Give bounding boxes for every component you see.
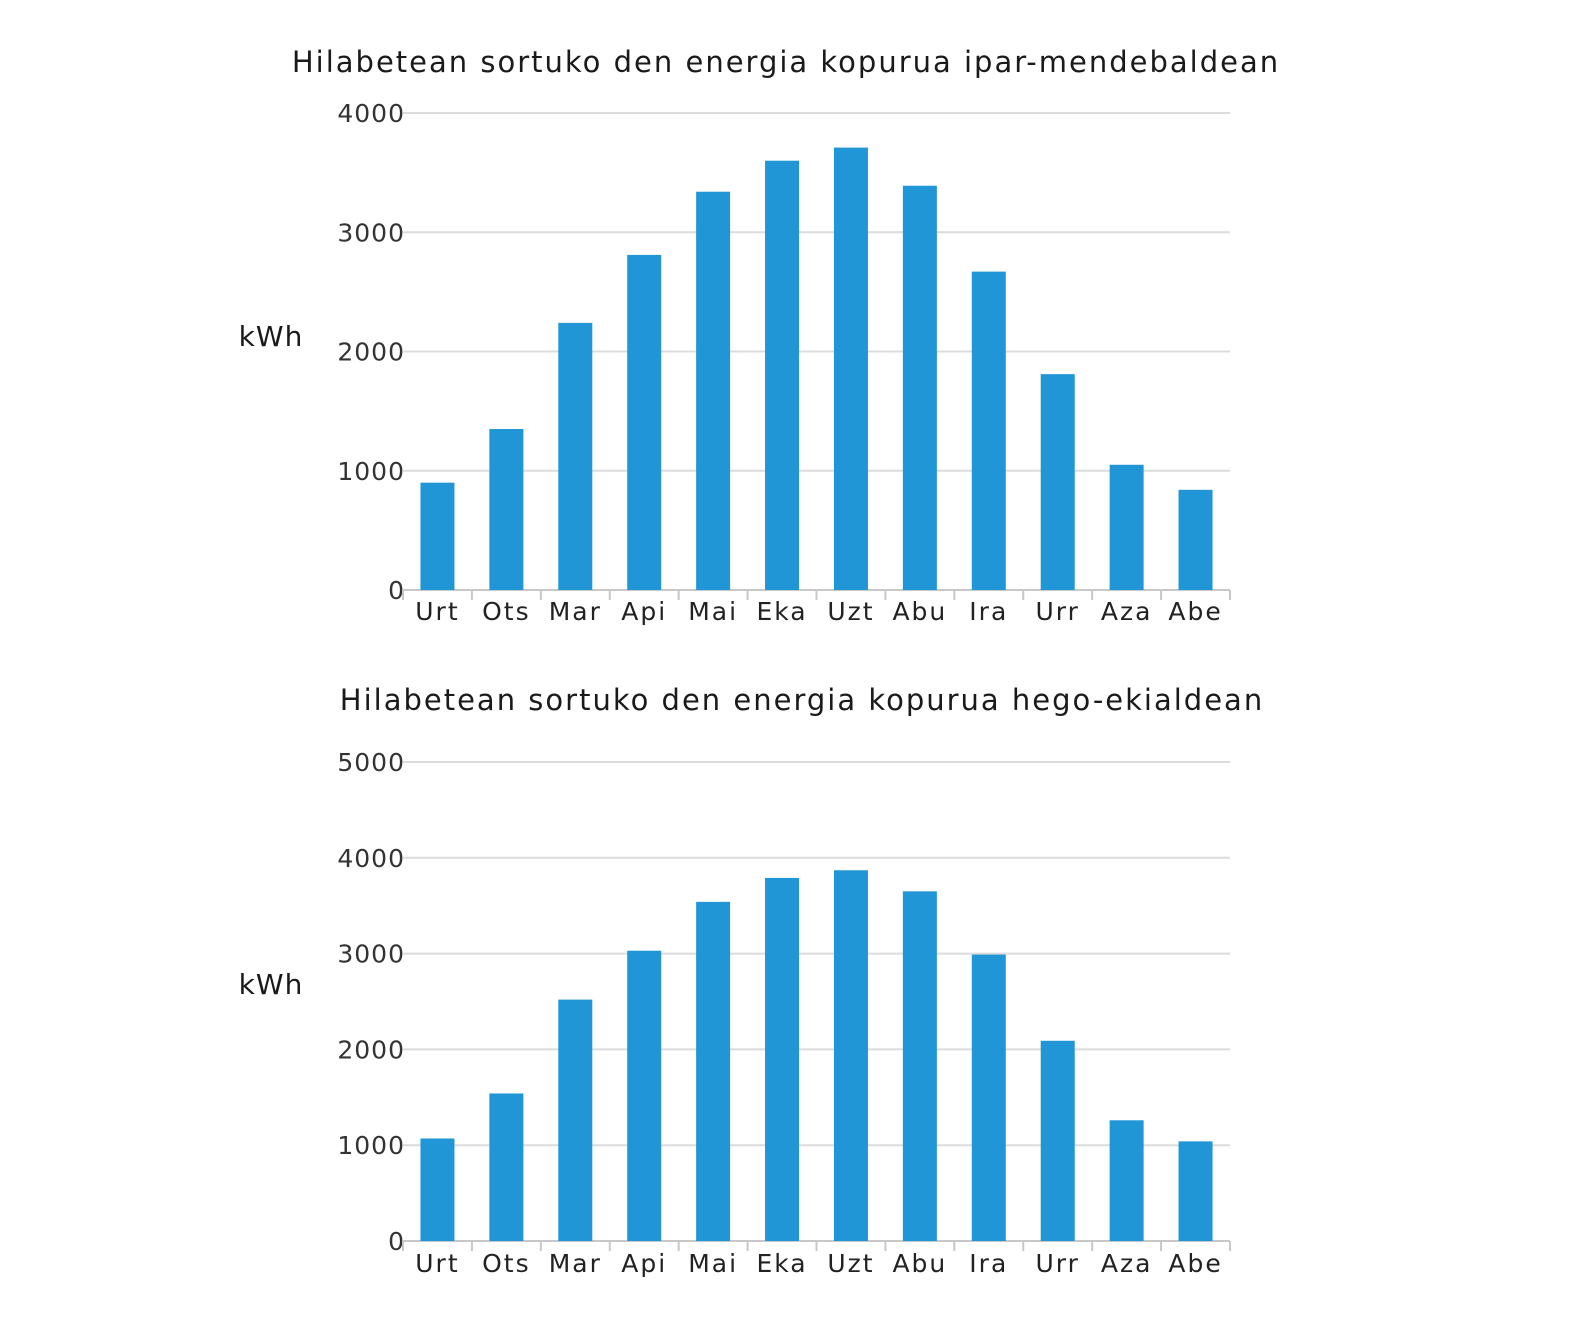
x-tick-label: Ira xyxy=(969,1249,1008,1278)
bar-abu xyxy=(902,185,937,590)
bar-aza xyxy=(1109,464,1144,590)
x-tick-label: Urt xyxy=(415,1249,459,1278)
x-tick-label: Uzt xyxy=(827,597,874,626)
y-axis-label: kWh xyxy=(239,968,304,1001)
x-tick-label: Abu xyxy=(892,1249,947,1278)
x-tick-label: Urr xyxy=(1035,597,1079,626)
chart-northwest: Hilabetean sortuko den energia kopurua i… xyxy=(239,45,1280,626)
bar-abe xyxy=(1178,1141,1213,1241)
x-tick-label: Urr xyxy=(1035,1249,1079,1278)
chart-title: Hilabetean sortuko den energia kopurua i… xyxy=(292,45,1280,79)
x-tick-label: Abe xyxy=(1168,597,1222,626)
x-tick-label: Ots xyxy=(482,597,531,626)
bar-urt xyxy=(420,482,455,590)
bar-ots xyxy=(489,1093,524,1241)
y-tick-label: 2000 xyxy=(337,338,405,367)
bar-aza xyxy=(1109,1120,1144,1241)
x-tick-label: Api xyxy=(621,1249,667,1278)
x-tick-label: Ira xyxy=(969,597,1008,626)
x-tick-label: Eka xyxy=(756,597,807,626)
y-tick-label: 4000 xyxy=(337,99,405,128)
bar-ots xyxy=(489,429,524,590)
y-tick-label: 4000 xyxy=(337,844,405,873)
bar-urr xyxy=(1040,1040,1075,1241)
bar-urt xyxy=(420,1138,455,1241)
x-tick-label: Mai xyxy=(688,1249,738,1278)
y-tick-label: 3000 xyxy=(337,218,405,247)
x-tick-label: Uzt xyxy=(827,1249,874,1278)
bar-eka xyxy=(765,877,800,1241)
bar-mai xyxy=(696,191,731,590)
y-axis-label: kWh xyxy=(239,320,304,353)
bar-ira xyxy=(971,271,1006,590)
y-tick-label: 1000 xyxy=(337,1131,405,1160)
x-tick-label: Aza xyxy=(1101,1249,1153,1278)
chart-southeast: Hilabetean sortuko den energia kopurua h… xyxy=(239,683,1264,1278)
y-tick-label: 3000 xyxy=(337,940,405,969)
bar-api xyxy=(627,254,662,590)
x-tick-label: Eka xyxy=(756,1249,807,1278)
y-tick-label: 2000 xyxy=(337,1035,405,1064)
y-tick-label: 0 xyxy=(388,1227,405,1256)
x-tick-label: Mar xyxy=(549,1249,602,1278)
bar-abu xyxy=(902,891,937,1241)
bar-eka xyxy=(765,160,800,590)
x-tick-label: Mai xyxy=(688,597,738,626)
bar-mar xyxy=(558,999,593,1241)
x-tick-label: Aza xyxy=(1101,597,1153,626)
x-tick-label: Urt xyxy=(415,597,459,626)
x-tick-label: Mar xyxy=(549,597,602,626)
y-tick-label: 5000 xyxy=(337,748,405,777)
x-tick-label: Ots xyxy=(482,1249,531,1278)
y-tick-label: 0 xyxy=(388,576,405,605)
chart-title: Hilabetean sortuko den energia kopurua h… xyxy=(340,683,1264,717)
bar-uzt xyxy=(833,147,868,590)
bar-abe xyxy=(1178,489,1213,590)
x-tick-label: Abu xyxy=(892,597,947,626)
x-tick-label: Abe xyxy=(1168,1249,1222,1278)
bar-ira xyxy=(971,954,1006,1241)
bar-api xyxy=(627,950,662,1241)
bar-mai xyxy=(696,901,731,1241)
bar-uzt xyxy=(833,870,868,1241)
bar-mar xyxy=(558,322,593,590)
bar-urr xyxy=(1040,374,1075,590)
y-tick-label: 1000 xyxy=(337,457,405,486)
x-tick-label: Api xyxy=(621,597,667,626)
